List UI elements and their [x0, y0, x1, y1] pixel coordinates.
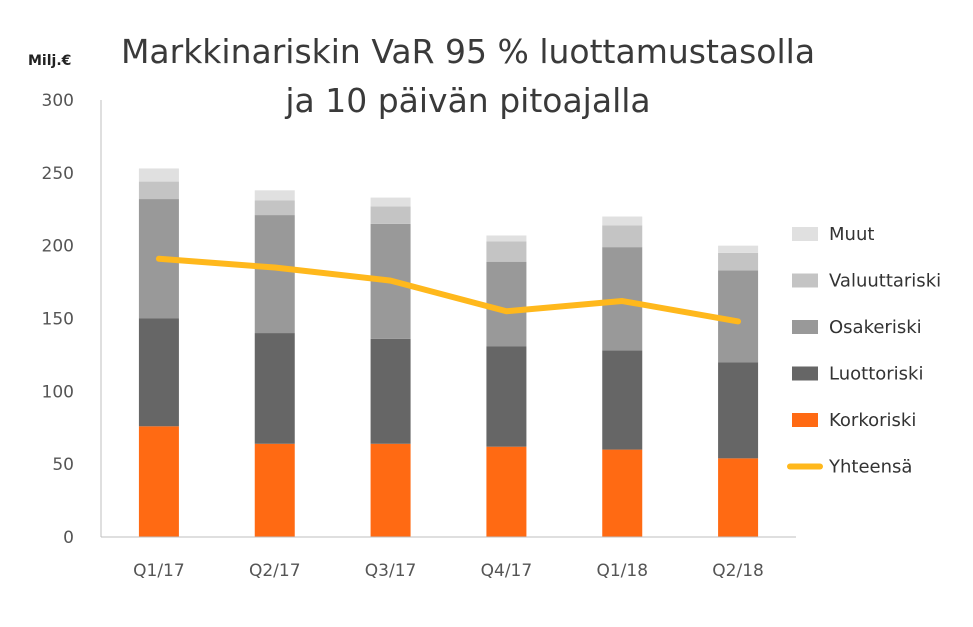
bar-segment-muut [486, 235, 527, 242]
bar-segment-korkoriski [254, 443, 295, 537]
y-tick-label: 300 [42, 91, 74, 111]
legend-swatch-valuuttariski [792, 273, 818, 288]
legend-swatch-muut [792, 227, 818, 241]
legend-swatch-luottoriski [792, 366, 818, 381]
bar-segment-korkoriski [718, 458, 759, 537]
legend-label-osakeriski: Osakeriski [829, 317, 922, 338]
bar-segment-muut [602, 216, 643, 226]
bar-segment-muut [138, 168, 179, 182]
y-tick-label: 100 [42, 382, 74, 402]
legend-label-valuuttariski: Valuuttariski [829, 271, 941, 292]
x-tick-label: Q1/17 [133, 561, 185, 581]
legend: Muut Valuuttariski Osakeriski Luottoriski Ko… [787, 224, 941, 478]
bar-segment-luottoriski [254, 333, 295, 444]
x-tick-label: Q2/18 [712, 561, 764, 581]
y-tick-label: 0 [63, 528, 74, 548]
bar-segment-luottoriski [602, 350, 643, 450]
y-tick-label: 250 [42, 164, 74, 184]
bar-segment-muut [718, 245, 759, 253]
bar-segment-osakeriski [254, 215, 295, 334]
total-line-series [155, 255, 742, 325]
stacked-bars [138, 168, 759, 537]
legend-label-yhteensä: Yhteensä [828, 457, 912, 478]
bar-segment-muut [254, 190, 295, 201]
bar-segment-korkoriski [370, 443, 411, 537]
bar-segment-luottoriski [486, 346, 527, 447]
bar-segment-valuuttariski [602, 225, 643, 248]
bar-segment-korkoriski [138, 426, 179, 537]
x-tick-label: Q4/17 [481, 561, 533, 581]
legend-label-korkoriski: Korkoriski [829, 410, 916, 431]
y-tick-label: 200 [42, 237, 74, 257]
x-axis-ticks: Q1/17 Q2/17 Q3/17 Q4/17 Q1/18 Q2/18 [133, 561, 764, 581]
bar-segment-luottoriski [138, 318, 179, 427]
bar-segment-valuuttariski [486, 241, 527, 262]
bar-segment-valuuttariski [718, 252, 759, 271]
x-tick-label: Q2/17 [249, 561, 301, 581]
y-axis-unit-label: Milj.€ [28, 53, 71, 69]
bar-segment-korkoriski [602, 449, 643, 537]
bar-segment-korkoriski [486, 446, 527, 537]
line-yhteensa [155, 255, 742, 325]
y-tick-label: 150 [42, 310, 74, 330]
x-tick-label: Q1/18 [596, 561, 648, 581]
bar-segment-osakeriski [486, 261, 527, 347]
bar-segment-luottoriski [370, 338, 411, 444]
bar-segment-valuuttariski [370, 206, 411, 224]
legend-swatch-korkoriski [792, 413, 818, 427]
legend-label-luottoriski: Luottoriski [829, 364, 923, 385]
y-axis-ticks: 0 50 100 150 200 250 300 [42, 91, 74, 548]
x-tick-label: Q3/17 [365, 561, 417, 581]
bar-segment-luottoriski [718, 362, 759, 459]
chart-title-line-1: Markkinariskin VaR 95 % luottamustasolla [121, 32, 815, 71]
bar-segment-valuuttariski [254, 200, 295, 216]
bar-segment-valuuttariski [138, 181, 179, 200]
legend-swatch-osakeriski [792, 320, 818, 334]
legend-label-muut: Muut [829, 224, 874, 245]
y-tick-label: 50 [52, 455, 74, 475]
chart-title-line-2: ja 10 päivän pitoajalla [284, 81, 650, 120]
bar-segment-muut [370, 197, 411, 207]
